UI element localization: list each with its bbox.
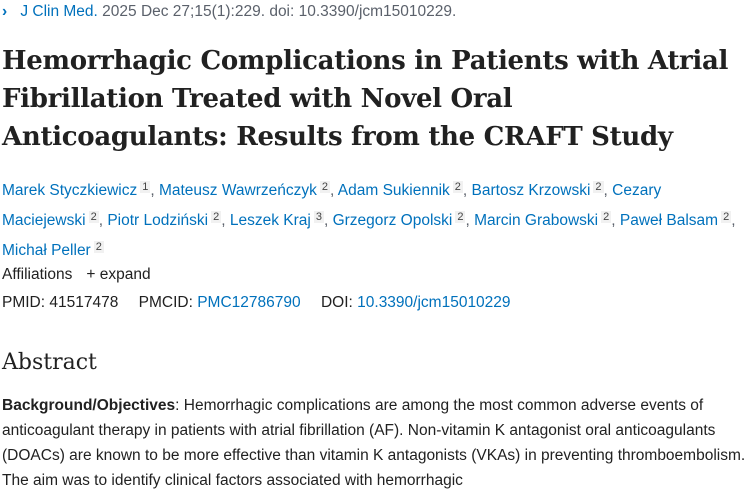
pmid-label: PMID: [2,294,46,311]
pmid-value: 41517478 [49,294,119,311]
affiliations: Affiliations + expand [2,266,151,284]
abstract-text: Background/Objectives: Hemorrhagic compl… [2,393,750,493]
affiliation-number[interactable]: 2 [452,181,463,193]
author-link[interactable]: Grzegorz Opolski [332,212,453,229]
author-link[interactable]: Michał Peller [2,242,91,259]
author-link[interactable]: Bartosz Krzowski [471,182,591,199]
affiliation-number[interactable]: 2 [455,211,466,223]
author-link[interactable]: Mateusz Wawrzeńczyk [158,182,317,199]
affiliation-number[interactable]: 2 [601,211,612,223]
journal-link[interactable]: J Clin Med. [20,3,98,20]
abstract-section-label: Background/Objectives [2,397,176,414]
citation-details: 2025 Dec 27;15(1):229. doi: 10.3390/jcm1… [97,3,457,20]
author-link[interactable]: Paweł Balsam [619,212,719,229]
affiliation-number[interactable]: 2 [593,181,604,193]
pmcid-link[interactable]: PMC12786790 [197,294,301,311]
citation: › J Clin Med. 2025 Dec 27;15(1):229. doi… [2,3,456,21]
affiliations-label: Affiliations [2,266,73,283]
affiliation-number[interactable]: 2 [93,241,104,253]
pmcid-label: PMCID: [138,294,193,311]
abstract-paragraph: : Hemorrhagic complications are among th… [2,397,746,489]
article-identifiers: PMID: 41517478 PMCID: PMC12786790 DOI: 1… [2,294,511,312]
abstract-heading: Abstract [2,350,97,375]
chevron-right-icon[interactable]: › [2,3,8,20]
affiliation-number[interactable]: 1 [140,181,151,193]
author-link[interactable]: Leszek Kraj [229,212,311,229]
doi-label: DOI: [320,294,353,311]
author-link[interactable]: Cezary Maciejewski [2,182,662,229]
affiliation-number[interactable]: 2 [721,211,732,223]
affiliation-number[interactable]: 2 [211,211,222,223]
doi-link[interactable]: 10.3390/jcm15010229 [357,294,511,311]
author-link[interactable]: Marcin Grabowski [474,212,599,229]
article-title: Hemorrhagic Complications in Patients wi… [2,46,729,152]
affiliation-number[interactable]: 2 [319,181,330,193]
expand-affiliations-button[interactable]: + expand [86,266,151,283]
author-link[interactable]: Marek Styczkiewicz [2,182,138,199]
author-list: Marek Styczkiewicz 1, Mateusz Wawrzeńczyk… [2,181,736,259]
author-link[interactable]: Adam Sukiennik [337,182,450,199]
affiliation-number[interactable]: 2 [88,211,99,223]
affiliation-number[interactable]: 3 [313,211,324,223]
author-link[interactable]: Piotr Lodziński [107,212,209,229]
